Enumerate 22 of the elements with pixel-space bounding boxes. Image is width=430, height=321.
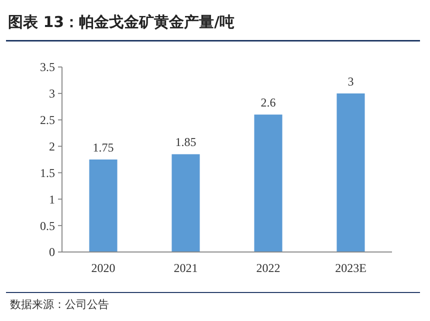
data-label: 1.75 [92,140,114,154]
data-label: 2.6 [260,96,276,110]
x-tick-label: 2023E [335,261,366,275]
y-tick-label: 2.5 [40,113,55,128]
x-tick-label: 2020 [91,261,116,275]
y-tick-label: 1 [49,192,55,206]
x-tick-label: 2021 [174,261,198,275]
y-tick-label: 3 [49,86,55,101]
y-tick-label: 3.5 [40,60,55,74]
y-tick-label: 1.5 [40,166,55,180]
bar [89,160,118,252]
y-tick-label: 0.5 [40,218,55,233]
y-tick-label: 0 [49,245,55,260]
data-label: 3 [348,74,354,88]
data-label: 1.85 [175,135,196,150]
chart-title: 图表 13：帕金戈金矿黄金产量/吨 [8,13,235,31]
bar [254,114,282,252]
bar [336,93,365,252]
source-note: 数据来源：公司公告 [10,298,109,311]
y-tick-label: 2 [49,139,55,154]
x-tick-label: 2022 [256,261,280,275]
bar [172,154,200,252]
